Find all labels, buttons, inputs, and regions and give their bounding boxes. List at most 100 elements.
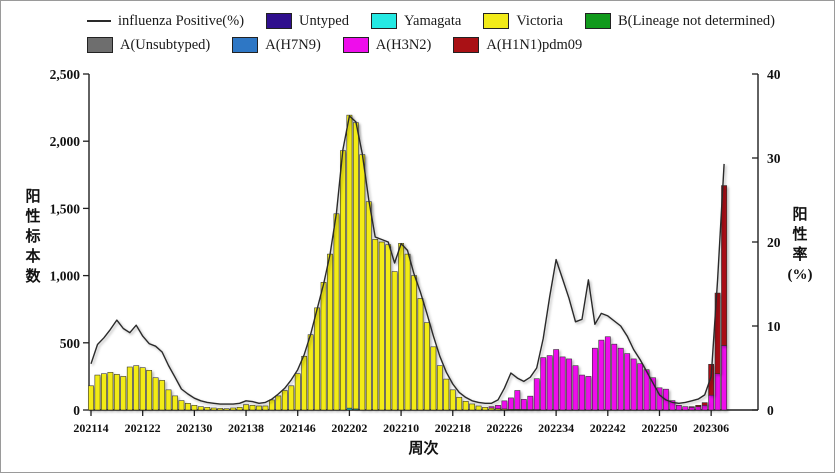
victoria-bar xyxy=(359,154,366,411)
victoria-bar xyxy=(391,271,398,411)
victoria-bar xyxy=(436,365,443,411)
victoria-bar xyxy=(236,407,243,411)
x-tick-label: 202250 xyxy=(641,421,677,435)
victoria-bar xyxy=(327,253,333,411)
x-tick-label: 202146 xyxy=(280,421,316,435)
a-h3n2-bar xyxy=(643,369,650,411)
legend-label: B(Lineage not determined) xyxy=(617,12,775,29)
victoria-bar xyxy=(443,378,450,411)
victoria-bar xyxy=(462,400,469,411)
victoria-bar xyxy=(333,213,340,411)
victoria-bar xyxy=(475,405,482,411)
victoria-bar xyxy=(424,322,430,411)
legend-label: Yamagata xyxy=(403,12,462,29)
victoria-bar xyxy=(243,404,249,411)
legend-row-2: A(Unsubtyped) A(H7N9) A(H3N2) A(H1N1)pdm09 xyxy=(87,33,787,57)
right-tick-label: 10 xyxy=(767,319,781,334)
svg-text:阳: 阳 xyxy=(792,206,807,223)
victoria-bar xyxy=(307,334,314,411)
a-h3n2-bar xyxy=(495,405,501,409)
victoria-bar xyxy=(372,239,379,411)
a-h3n2-bar xyxy=(650,377,656,411)
a-h1n1pdm09-bars xyxy=(688,185,727,408)
a-h3n2-bar xyxy=(624,353,631,411)
a-h3n2-bar xyxy=(553,349,559,411)
a-h1n1pdm09-bar xyxy=(701,402,708,406)
a-h3n2-bar xyxy=(527,395,534,410)
victoria-bar xyxy=(301,355,308,411)
a-h3n2-bar xyxy=(695,406,702,411)
legend-item-a-h3n2: A(H3N2) xyxy=(342,36,432,54)
a-h3n2-bar xyxy=(572,365,579,411)
victoria-bar xyxy=(314,307,320,411)
a-h3n2-bar xyxy=(701,405,708,411)
b-lineage-not-determined-swatch-icon xyxy=(584,13,611,29)
legend-label: A(H1N1)pdm09 xyxy=(486,36,583,53)
a-h3n2-bar xyxy=(669,400,676,411)
victoria-bar xyxy=(378,241,385,411)
victoria-bar xyxy=(275,395,282,411)
a-h3n2-bar xyxy=(656,387,663,411)
a-h3n2-bars xyxy=(488,336,727,411)
a-h3n2-bar xyxy=(508,397,514,410)
legend-label: influenza Positive(%) xyxy=(118,12,245,29)
victoria-bar xyxy=(417,298,424,411)
legend-item-victoria: Victoria xyxy=(483,13,563,30)
victoria-bar xyxy=(346,114,353,409)
victoria-bar xyxy=(281,390,288,411)
x-axis-title: 周次 xyxy=(408,439,438,457)
victoria-bar xyxy=(430,346,437,411)
victoria-bar xyxy=(172,395,178,411)
right-tick-label: 0 xyxy=(767,403,774,418)
left-tick-label: 0 xyxy=(73,403,80,418)
left-axis-ticks: 0 500 1,000 1,500 2,000 2,500 xyxy=(50,67,89,418)
left-tick-label: 1,000 xyxy=(50,269,81,284)
victoria-bar xyxy=(133,365,140,411)
svg-text:本: 本 xyxy=(25,247,40,265)
a-h3n2-bar xyxy=(630,358,637,411)
victoria-swatch-icon xyxy=(483,13,510,29)
a-h7n9-swatch-icon xyxy=(232,37,259,53)
a-h1n1pdm09-bar xyxy=(688,406,695,408)
svg-text:数: 数 xyxy=(25,267,41,285)
legend-item-b-lineage-not-determined: B(Lineage not determined) xyxy=(584,12,775,30)
victoria-bar xyxy=(178,400,185,411)
x-tick-label: 202202 xyxy=(331,421,367,435)
svg-text:(%): (%) xyxy=(788,267,813,283)
legend-item-untyped: Untyped xyxy=(266,13,349,30)
x-tick-label: 202130 xyxy=(176,421,212,435)
left-tick-label: 2,000 xyxy=(50,134,81,149)
victoria-bar xyxy=(197,406,204,411)
legend-label: A(H3N2) xyxy=(375,36,432,53)
right-tick-label: 20 xyxy=(767,235,781,250)
legend-item-a-h7n9: A(H7N9) xyxy=(232,37,321,54)
left-tick-label: 2,500 xyxy=(50,67,81,82)
victoria-bar xyxy=(88,385,94,411)
a-h3n2-bar xyxy=(682,406,689,411)
victoria-bar xyxy=(204,407,211,411)
influenza-positive-line-icon xyxy=(87,20,111,22)
a-h3n2-bar xyxy=(501,400,508,410)
victoria-bar xyxy=(340,150,346,411)
victoria-bar xyxy=(469,403,476,411)
left-tick-label: 1,500 xyxy=(50,201,81,216)
x-tick-label: 202226 xyxy=(486,421,522,435)
victoria-bar xyxy=(159,380,165,411)
victoria-bar xyxy=(256,405,262,411)
victoria-bar xyxy=(249,405,256,411)
a-h3n2-bar xyxy=(637,363,643,411)
victoria-bar xyxy=(223,408,230,411)
a-h3n2-bar xyxy=(566,358,572,411)
x-tick-label: 202242 xyxy=(590,421,626,435)
legend-item-a-h1n1pdm09: A(H1N1)pdm09 xyxy=(453,37,582,54)
a-h1n1pdm09-bar xyxy=(708,364,715,396)
a-h3n2-bar xyxy=(604,336,611,411)
victoria-bars xyxy=(88,114,540,411)
positive-rate-line xyxy=(90,115,725,405)
svg-text:性: 性 xyxy=(792,225,807,243)
axes xyxy=(88,74,759,411)
a-h3n2-bar xyxy=(721,345,727,411)
victoria-bar xyxy=(288,385,295,411)
